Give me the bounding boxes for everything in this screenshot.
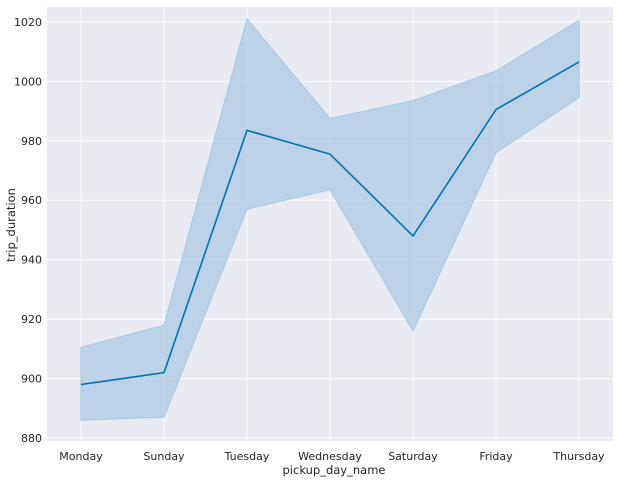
y-tick-label: 880 [21,432,42,445]
y-tick-label: 960 [21,194,42,207]
series-line [80,61,580,386]
x-axis-label: pickup_day_name [283,463,386,477]
x-axis-ticks: Monday Sunday Tuesday Wednesday Saturday Frid… [59,450,605,463]
y-tick-label: 1000 [14,75,42,88]
y-axis-ticks: 880 900 920 940 960 980 1000 1020 [14,16,42,445]
x-tick-label: Tuesday [224,450,270,463]
y-tick-label: 1020 [14,16,42,29]
x-tick-label: Monday [59,450,103,463]
x-tick-label: Sunday [143,450,185,463]
x-tick-label: Thursday [552,450,605,463]
y-tick-label: 900 [21,373,42,386]
confidence-band [80,17,580,421]
x-tick-label: Friday [479,450,513,463]
y-tick-label: 980 [21,135,42,148]
y-tick-label: 940 [21,254,42,267]
y-tick-label: 920 [21,313,42,326]
y-axis-label: trip_duration [4,188,18,262]
x-tick-label: Saturday [388,450,438,463]
x-tick-label: Wednesday [298,450,362,463]
